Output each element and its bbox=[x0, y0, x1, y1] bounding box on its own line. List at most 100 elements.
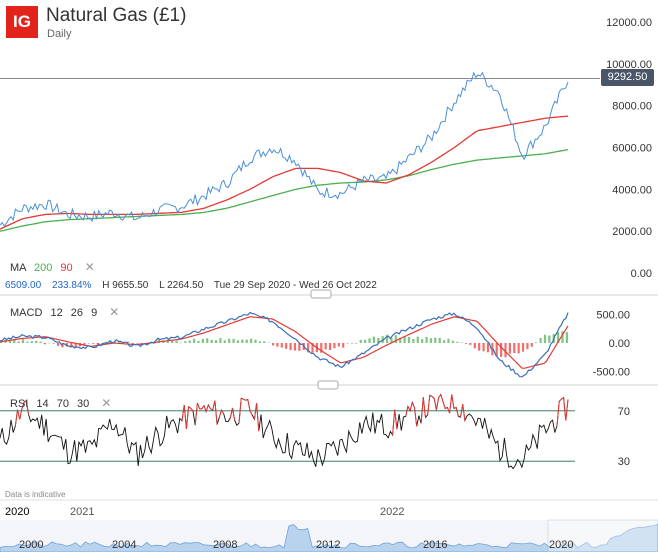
resize-handle-icon bbox=[317, 380, 339, 390]
range-info: 6509.00 233.84% H 9655.50 L 2264.50 Tue … bbox=[5, 280, 385, 291]
rsi-overbought-segment bbox=[218, 409, 222, 418]
navigator-tick: 2020 bbox=[549, 539, 573, 551]
macd-histogram-bar bbox=[561, 331, 564, 343]
macd-histogram-bar bbox=[464, 343, 468, 344]
rsi-overbought-segment bbox=[188, 406, 192, 409]
rsi-overbought-segment bbox=[25, 400, 30, 415]
macd-histogram-bar bbox=[346, 343, 349, 344]
rsi-param-lower[interactable]: 30 bbox=[77, 398, 90, 410]
macd-histogram-bar bbox=[543, 334, 547, 343]
rsi-overbought-segment bbox=[214, 400, 218, 425]
macd-histogram-bar bbox=[517, 343, 520, 354]
macd-histogram-bar bbox=[179, 342, 183, 344]
rsi-overbought-segment bbox=[407, 406, 411, 411]
timeframe-label[interactable]: Daily bbox=[47, 28, 72, 40]
navigator-tick: 2008 bbox=[213, 539, 237, 551]
macd-histogram-bar bbox=[298, 343, 301, 351]
rsi-overbought-segment bbox=[238, 398, 242, 424]
rsi-close-icon[interactable]: ✕ bbox=[101, 396, 112, 410]
macd-histogram-bar bbox=[377, 337, 380, 343]
rsi-overbought-segment bbox=[392, 409, 396, 435]
disclaimer: Data is indicative bbox=[5, 490, 66, 499]
macd-histogram-bar bbox=[236, 340, 240, 343]
macd-histogram-bar bbox=[526, 343, 529, 350]
rsi-overbought-segment bbox=[212, 400, 216, 411]
ig-logo: IG bbox=[6, 6, 38, 38]
rsi-overbought-segment bbox=[181, 404, 185, 421]
rsi-overbought-segment bbox=[449, 394, 453, 414]
rsi-overbought-segment bbox=[440, 394, 444, 402]
macd-histogram-bar bbox=[228, 338, 231, 343]
macd-histogram-bar bbox=[364, 339, 367, 343]
price-axis-tick: 2000.00 bbox=[612, 226, 652, 238]
macd-param-slow[interactable]: 26 bbox=[70, 307, 84, 319]
macd-histogram-bar bbox=[83, 343, 86, 346]
macd-param-fast[interactable]: 12 bbox=[50, 307, 63, 319]
macd-histogram-bar bbox=[311, 343, 314, 353]
rsi-overbought-segment bbox=[249, 410, 253, 416]
rsi-overbought-segment bbox=[558, 398, 562, 402]
macd-histogram-bar bbox=[324, 343, 327, 350]
macd-histogram-bar bbox=[333, 343, 336, 349]
ma-90-param[interactable]: 90 bbox=[60, 262, 73, 274]
navigator-tick: 2000 bbox=[19, 539, 43, 551]
macd-histogram-bar bbox=[293, 343, 297, 351]
ma-90-line bbox=[0, 115, 569, 230]
macd-histogram-bar bbox=[438, 337, 441, 343]
macd-histogram-bar bbox=[442, 340, 446, 343]
macd-histogram-bar bbox=[153, 343, 156, 344]
macd-histogram-bar bbox=[403, 336, 406, 343]
macd-param-signal[interactable]: 9 bbox=[91, 307, 98, 319]
macd-histogram-bar bbox=[96, 343, 99, 345]
ma-legend-title: MA bbox=[10, 262, 26, 274]
rsi-overbought-segment bbox=[221, 409, 225, 414]
macd-histogram-bar bbox=[421, 339, 424, 343]
macd-histogram-bar bbox=[188, 340, 191, 343]
ma-close-icon[interactable]: ✕ bbox=[84, 260, 95, 274]
macd-legend-title: MACD bbox=[10, 307, 43, 319]
macd-close-icon[interactable]: ✕ bbox=[109, 305, 120, 319]
ma-200-line bbox=[0, 148, 569, 232]
macd-histogram-bar bbox=[35, 340, 38, 343]
macd-histogram-bar bbox=[157, 339, 161, 343]
rsi-overbought-segment bbox=[405, 406, 409, 417]
macd-histogram-bar bbox=[451, 340, 454, 343]
macd-histogram-bar bbox=[263, 341, 266, 343]
rsi-overbought-segment bbox=[190, 407, 194, 412]
macd-histogram-bar bbox=[495, 343, 498, 357]
rsi-overbought-segment bbox=[442, 401, 446, 409]
macd-histogram-bar bbox=[118, 340, 121, 343]
macd-histogram-bar bbox=[276, 343, 279, 347]
macd-histogram-bar bbox=[425, 336, 428, 343]
macd-histogram-bar bbox=[206, 338, 209, 343]
rsi-overbought-segment bbox=[462, 404, 466, 421]
price-axis-tick: 6000.00 bbox=[612, 143, 652, 155]
macd-histogram-bar bbox=[478, 343, 481, 351]
range-pct: 233.84% bbox=[51, 280, 92, 291]
rsi-overbought-segment bbox=[205, 404, 209, 412]
macd-histogram-bar bbox=[192, 338, 196, 343]
price-axis-tick: 8000.00 bbox=[612, 101, 652, 113]
rsi-overbought-segment bbox=[420, 397, 424, 424]
rsi-overbought-segment bbox=[460, 404, 464, 418]
macd-histogram-bar bbox=[328, 343, 332, 350]
macd-histogram-bar bbox=[223, 340, 226, 343]
macd-histogram-bar bbox=[175, 340, 178, 343]
macd-histogram-bar bbox=[127, 341, 130, 343]
date-axis-tick: 2022 bbox=[380, 506, 404, 518]
macd-histogram-bar bbox=[48, 342, 51, 344]
macd-histogram-bar bbox=[447, 338, 450, 343]
rsi-param-period[interactable]: 14 bbox=[36, 398, 49, 410]
macd-histogram-bar bbox=[289, 343, 292, 351]
macd-histogram-bar bbox=[500, 343, 503, 357]
ma-200-param[interactable]: 200 bbox=[33, 262, 53, 274]
rsi-axis-tick: 70 bbox=[618, 406, 630, 418]
rsi-overbought-segment bbox=[433, 398, 437, 411]
rsi-param-upper[interactable]: 70 bbox=[56, 398, 69, 410]
macd-histogram-bar bbox=[521, 343, 525, 352]
macd-legend: MACD 12 26 9 ✕ bbox=[10, 305, 119, 319]
macd-histogram-bar bbox=[539, 337, 542, 343]
macd-histogram-bar bbox=[26, 341, 29, 343]
macd-histogram-bar bbox=[241, 339, 244, 343]
